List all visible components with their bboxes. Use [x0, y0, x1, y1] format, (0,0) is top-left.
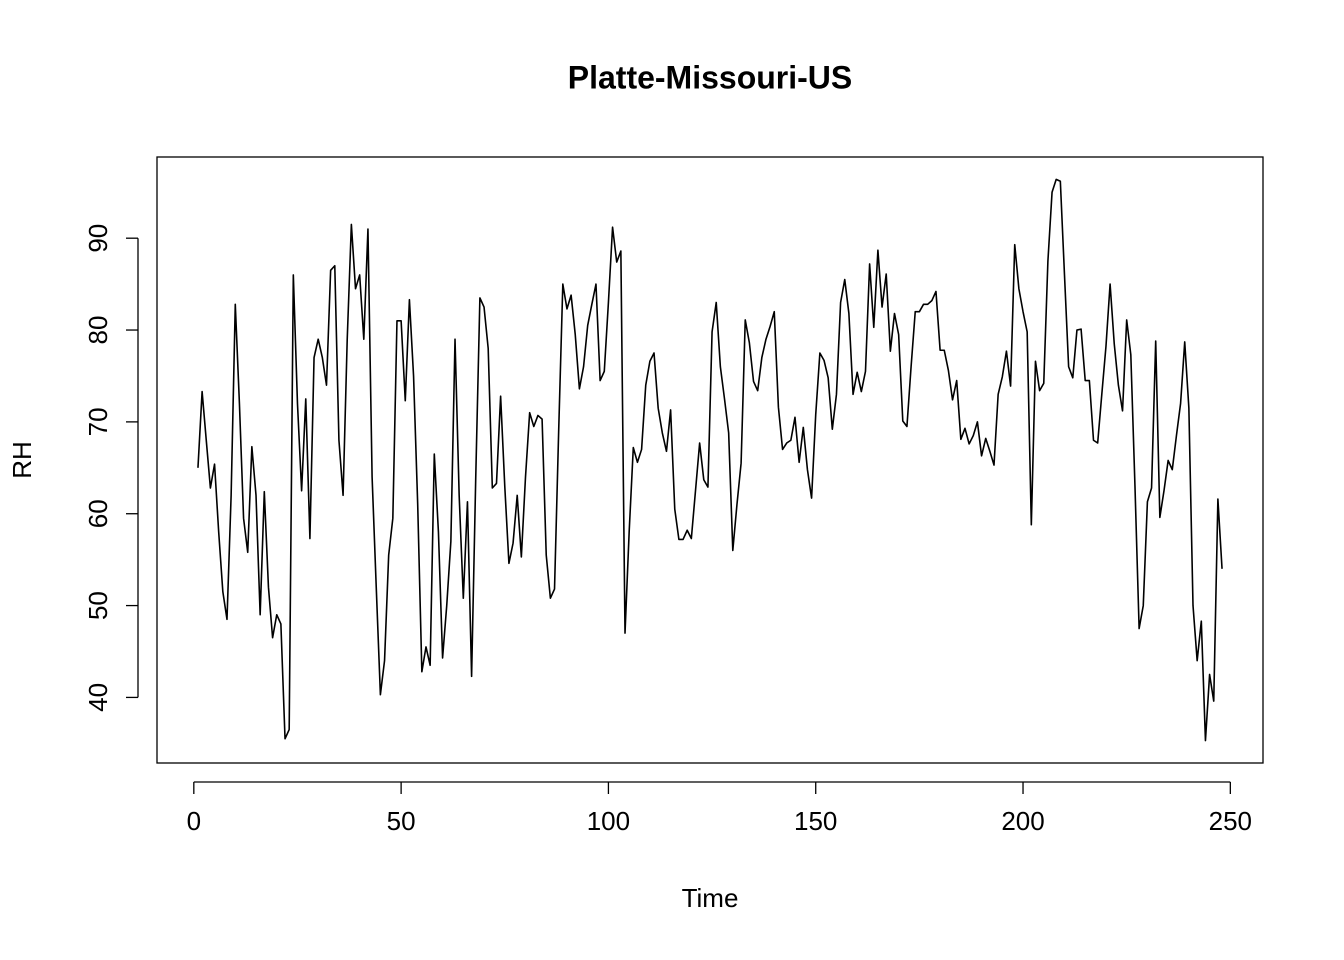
- x-tick-label: 200: [1001, 806, 1044, 836]
- x-axis-label: Time: [682, 883, 739, 913]
- x-tick-label: 50: [387, 806, 416, 836]
- x-tick-label: 250: [1209, 806, 1252, 836]
- plot-frame: [156, 156, 1264, 764]
- y-tick-label: 50: [83, 591, 113, 620]
- data-line: [197, 178, 1223, 742]
- y-tick-label: 70: [83, 407, 113, 436]
- y-tick-label: 80: [83, 316, 113, 345]
- y-tick-label: 90: [83, 224, 113, 253]
- y-tick-label: 40: [83, 683, 113, 712]
- x-tick-label: 150: [794, 806, 837, 836]
- y-tick-label: 60: [83, 499, 113, 528]
- x-tick-label: 0: [187, 806, 201, 836]
- y-axis-label: RH: [7, 441, 37, 479]
- x-tick-label: 100: [587, 806, 630, 836]
- chart-title: Platte-Missouri-US: [568, 59, 852, 95]
